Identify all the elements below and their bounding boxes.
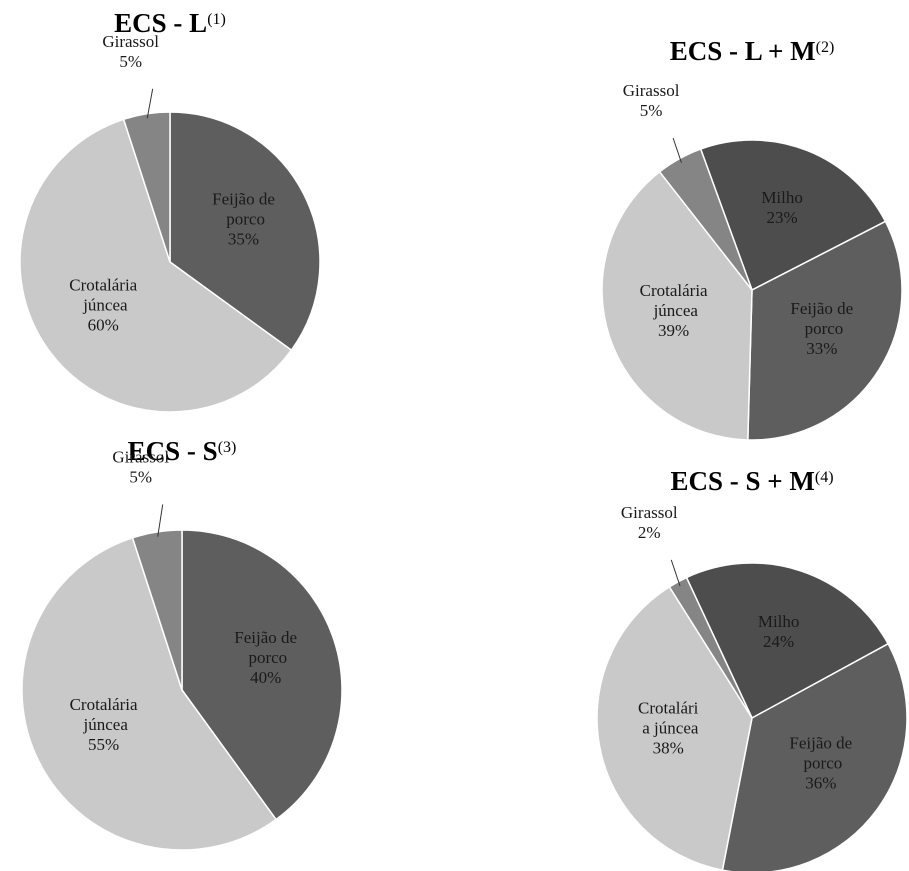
pie-slice bbox=[668, 576, 753, 719]
leader-line bbox=[672, 137, 682, 163]
pie-slice bbox=[181, 529, 343, 821]
leader-line bbox=[670, 559, 681, 587]
pie-slice bbox=[658, 148, 753, 291]
pie-slice bbox=[685, 562, 890, 720]
pie-slice bbox=[747, 220, 903, 441]
title-note: (2) bbox=[816, 39, 835, 56]
slice-label: Girassol bbox=[112, 447, 169, 466]
slice-label: Feijão de porco bbox=[790, 299, 853, 338]
value-label: 40% bbox=[250, 668, 281, 687]
value-label: 33% bbox=[806, 339, 837, 358]
leader-line bbox=[146, 88, 154, 119]
title-note: (4) bbox=[815, 469, 834, 486]
title-text: ECS - L + M bbox=[670, 36, 816, 66]
value-label: 60% bbox=[88, 315, 119, 334]
slice-label: Crotalária júncea bbox=[69, 275, 137, 314]
pie-slice bbox=[169, 111, 321, 352]
chart-title: ECS - L(1) bbox=[114, 8, 226, 38]
title-note: (3) bbox=[218, 439, 237, 456]
slice-label: Feijão de porco bbox=[212, 190, 275, 229]
value-label: 5% bbox=[119, 52, 142, 71]
chart-title: ECS - L + M(2) bbox=[670, 36, 835, 66]
pie-slice bbox=[19, 118, 293, 413]
slice-label: Girassol bbox=[623, 81, 680, 100]
title-note: (1) bbox=[207, 11, 226, 28]
value-label: 5% bbox=[640, 101, 663, 120]
value-label: 39% bbox=[658, 321, 689, 340]
chart-title: ECS - S(3) bbox=[128, 436, 237, 466]
slice-label: Girassol bbox=[102, 32, 159, 51]
title-text: ECS - L bbox=[114, 8, 207, 38]
slice-label: Crotalária júncea bbox=[70, 695, 138, 734]
value-label: 35% bbox=[228, 230, 259, 249]
slice-label: Milho bbox=[761, 188, 803, 207]
slice-label: Girassol bbox=[621, 503, 678, 522]
value-label: 36% bbox=[805, 773, 836, 792]
pie-slice bbox=[131, 529, 183, 691]
title-text: ECS - S + M bbox=[670, 466, 814, 496]
title-text: ECS - S bbox=[128, 436, 218, 466]
value-label: 38% bbox=[653, 739, 684, 758]
slice-label: Milho bbox=[758, 612, 800, 631]
slice-label: Feijão de porco bbox=[789, 733, 852, 772]
slice-label: Crotalária júncea bbox=[640, 281, 708, 320]
value-label: 23% bbox=[767, 208, 798, 227]
value-label: 55% bbox=[88, 735, 119, 754]
pie-slice bbox=[122, 111, 171, 263]
pie-slice bbox=[721, 642, 908, 871]
slice-label: Crotalári a júncea bbox=[638, 699, 699, 738]
pie-slice bbox=[601, 170, 753, 441]
pie-slice bbox=[699, 139, 887, 292]
leader-line bbox=[157, 504, 164, 537]
slice-label: Feijão de porco bbox=[234, 628, 297, 667]
value-label: 2% bbox=[638, 523, 661, 542]
value-label: 24% bbox=[763, 632, 794, 651]
value-label: 5% bbox=[129, 467, 152, 486]
pie-slice bbox=[21, 536, 278, 851]
chart-title: ECS - S + M(4) bbox=[670, 466, 833, 496]
